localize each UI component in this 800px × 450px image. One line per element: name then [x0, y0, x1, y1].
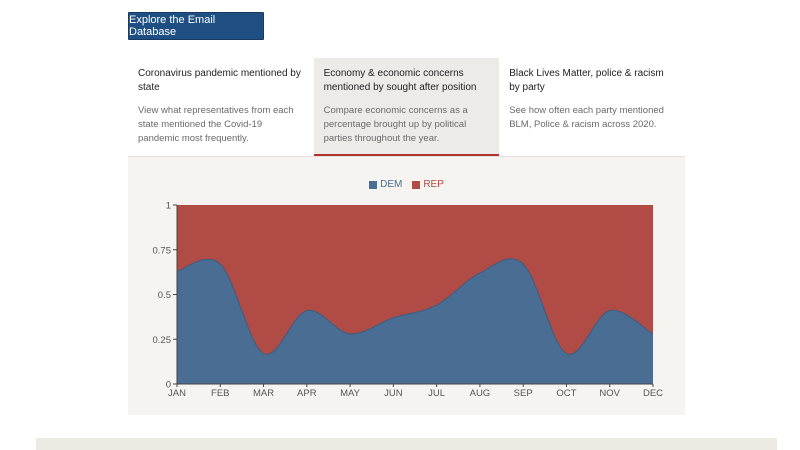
x-tick-label: OCT — [556, 388, 576, 399]
tab-description: See how often each party mentioned BLM, … — [509, 105, 664, 130]
x-tick-label: FEB — [211, 388, 229, 399]
x-tick-label: SEP — [514, 388, 533, 399]
y-tick-label: 0.5 — [158, 290, 171, 301]
tab-title: Black Lives Matter, police & racism by p… — [509, 68, 664, 93]
x-tick-label: APR — [297, 388, 317, 399]
y-tick-label: 0 — [166, 380, 171, 391]
x-tick-label: DEC — [643, 388, 663, 399]
legend-swatch-dem — [369, 180, 378, 189]
legend-label-rep: REP — [423, 179, 444, 190]
tab-description: View what representatives from each stat… — [138, 105, 294, 144]
x-tick-label: MAR — [253, 388, 274, 399]
x-tick-label: AUG — [470, 388, 491, 399]
x-tick-label: MAY — [340, 388, 361, 399]
chart-tabs: Coronavirus pandemic mentioned by state … — [128, 58, 685, 157]
tab-title: Coronavirus pandemic mentioned by state — [138, 68, 301, 93]
x-tick-label: NOV — [599, 388, 620, 399]
stacked-area-chart: 0 0.25 0.5 0.75 1 JAN FEB MAR APR MAY JUN JUL AUG SEP… — [153, 201, 664, 400]
chart-legend: DEM REP — [128, 179, 685, 190]
y-tick-label: 1 — [166, 201, 171, 212]
x-tick-label: JUL — [428, 388, 445, 399]
area-rep — [177, 205, 653, 355]
legend-swatch-rep — [412, 180, 421, 189]
x-tick-label: JUN — [384, 388, 403, 399]
y-tick-label: 0.75 — [153, 245, 172, 256]
tab-title: Economy & economic concerns mentioned by… — [323, 68, 477, 93]
line-dem — [176, 258, 654, 355]
legend-item-dem[interactable]: DEM — [369, 179, 402, 190]
area-dem — [177, 258, 653, 384]
legend-label-dem: DEM — [380, 179, 403, 190]
tab-economy-by-position[interactable]: Economy & economic concerns mentioned by… — [313, 58, 500, 156]
tab-blm-police-racism[interactable]: Black Lives Matter, police & racism by p… — [499, 58, 685, 156]
chart-panel: DEM REP 0 0.25 0.5 0.75 1 JAN FEB MAR APR MAY JUN J… — [128, 157, 685, 415]
x-tick-label: JAN — [168, 388, 186, 399]
explore-email-database-button[interactable]: Explore the Email Database — [128, 12, 264, 40]
tab-coronavirus-by-state[interactable]: Coronavirus pandemic mentioned by state … — [128, 58, 314, 156]
y-tick-label: 0.25 — [153, 335, 172, 346]
tab-description: Compare economic concerns as a percentag… — [323, 105, 468, 144]
legend-item-rep[interactable]: REP — [412, 179, 444, 190]
footer-band — [36, 438, 777, 450]
